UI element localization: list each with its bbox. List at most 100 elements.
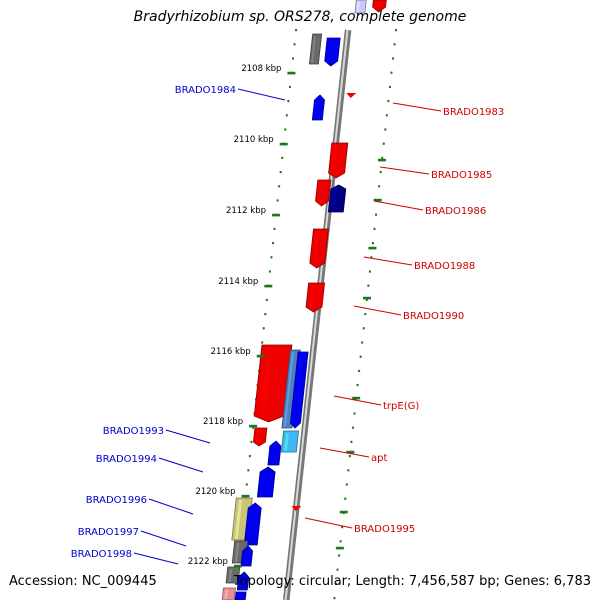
scale-tick-2120: 2120 kbp — [195, 487, 250, 498]
feature-brado1996 — [243, 502, 262, 546]
outer-tick-3 — [363, 296, 372, 300]
scale-label: 2120 kbp — [195, 487, 235, 497]
gene-label-text: BRADO1988 — [414, 261, 475, 272]
gene-label-text: BRADO1996 — [86, 495, 147, 506]
feature-brado1997 — [240, 545, 254, 567]
gene-label-brado1986: BRADO1986 — [373, 200, 486, 217]
feature-glyphs — [221, 0, 387, 600]
leader-line — [373, 200, 424, 211]
gene-label-brado1990: BRADO1990 — [353, 305, 464, 322]
gene-label-brado1997: BRADO1997 — [78, 527, 187, 547]
gene-label-text: trpE(G) — [383, 401, 419, 412]
scale-label: 2116 kbp — [211, 347, 251, 357]
gene-label-text: BRADO1985 — [431, 170, 492, 181]
gene-label-text: apt — [371, 453, 387, 464]
outer-tick-1 — [373, 198, 382, 202]
gene-label-text: BRADO1997 — [78, 527, 139, 538]
feature-brado1990 — [305, 282, 326, 313]
leader-line — [158, 457, 204, 473]
feature-brado1985 — [328, 142, 349, 179]
scale-tick-2118: 2118 kbp — [203, 417, 258, 428]
genome-backbone — [283, 29, 352, 600]
feature-brado1983-marker — [346, 93, 357, 98]
feature-grey-2106 — [308, 33, 323, 65]
feature-red-top — [372, 0, 387, 13]
feature-red-small-2117 — [252, 427, 268, 447]
scale-tick-2114: 2114 kbp — [218, 277, 273, 288]
scale-label: 2118 kbp — [203, 417, 243, 427]
scale-label: 2114 kbp — [218, 277, 258, 287]
outer-tick-6 — [339, 510, 348, 514]
feature-blue-trpE — [289, 351, 309, 429]
feature-blue-2106 — [324, 37, 341, 67]
scale-ticks: 2108 kbp 2110 kbp 2112 kbp 2114 kbp 2116 kbp… — [188, 64, 386, 568]
feature-apt — [280, 430, 300, 453]
gene-label-brado1993: BRADO1993 — [103, 426, 211, 444]
gene-label-brado1996: BRADO1996 — [86, 495, 194, 515]
scale-tick-2108: 2108 kbp — [241, 64, 296, 75]
feature-brado1995-marker — [291, 506, 302, 511]
outer-tick-2 — [368, 246, 377, 250]
scale-label: 2112 kbp — [226, 206, 266, 216]
accession-text: Accession: NC_009445 — [9, 574, 157, 589]
leader-line — [304, 517, 353, 529]
gene-label-trpeg: trpE(G) — [333, 395, 419, 412]
leader-line — [165, 429, 211, 444]
scale-tick-2112: 2112 kbp — [226, 206, 281, 217]
feature-pale-top — [354, 0, 367, 14]
leader-line — [237, 88, 286, 101]
map-title: Bradyrhizobium sp. ORS278, complete geno… — [133, 9, 467, 25]
gene-labels: BRADO1984 BRADO1993 BRADO1994 BRADO1996 BRAD… — [71, 85, 504, 565]
outer-tick-4 — [352, 396, 361, 400]
gene-label-brado1995: BRADO1995 — [304, 517, 415, 535]
leader-line — [133, 552, 179, 565]
scale-label: 2108 kbp — [241, 64, 281, 74]
leader-line — [392, 102, 442, 112]
scale-tick-2122: 2122 kbp — [188, 557, 242, 568]
gene-label-text: BRADO1993 — [103, 426, 164, 437]
gene-label-text: BRADO1984 — [175, 85, 236, 96]
gene-label-text: BRADO1995 — [354, 524, 415, 535]
feature-brado1993 — [267, 440, 282, 466]
leader-line — [148, 498, 194, 515]
feature-brado1984 — [311, 94, 325, 121]
scale-tick-2116: 2116 kbp — [211, 347, 265, 358]
leader-line — [353, 305, 402, 316]
gene-label-brado1983: BRADO1983 — [392, 102, 504, 118]
gene-label-brado1988: BRADO1988 — [363, 256, 475, 272]
gene-label-brado1985: BRADO1985 — [379, 166, 492, 181]
outer-tick-0 — [377, 158, 386, 162]
feature-pink-2123 — [221, 587, 236, 600]
feature-brado1988 — [309, 228, 329, 269]
gene-label-text: BRADO1998 — [71, 549, 132, 560]
feature-red-2111 — [315, 179, 332, 207]
outer-tick-7 — [335, 546, 344, 550]
leader-line — [363, 256, 413, 266]
gene-label-text: BRADO1990 — [403, 311, 464, 322]
feature-brado1998 — [236, 571, 250, 591]
leader-line — [333, 395, 382, 406]
feature-blue-2123 — [234, 591, 247, 600]
feature-brado1994 — [256, 466, 276, 498]
gene-label-brado1994: BRADO1994 — [96, 454, 204, 473]
feature-steel-trpE — [281, 349, 301, 429]
outer-tick-5 — [346, 450, 355, 454]
scale-tick-2110: 2110 kbp — [234, 135, 288, 146]
topology-summary: Topology: circular; Length: 7,456,587 bp… — [233, 574, 591, 589]
gene-label-brado1998: BRADO1998 — [71, 549, 179, 565]
feature-brado1986 — [327, 184, 347, 213]
feature-red-trpE-large — [253, 344, 293, 423]
backbone-highlight — [284, 29, 349, 600]
gene-label-text: BRADO1983 — [443, 107, 504, 118]
gene-label-brado1984: BRADO1984 — [175, 85, 286, 101]
ring-outer-dots — [333, 29, 398, 600]
gene-label-apt: apt — [319, 447, 387, 464]
leader-line — [319, 447, 370, 458]
leader-line — [140, 530, 187, 547]
scale-label: 2110 kbp — [234, 135, 274, 145]
scale-label: 2122 kbp — [188, 557, 228, 567]
gene-label-text: BRADO1986 — [425, 206, 486, 217]
leader-line — [379, 166, 430, 175]
